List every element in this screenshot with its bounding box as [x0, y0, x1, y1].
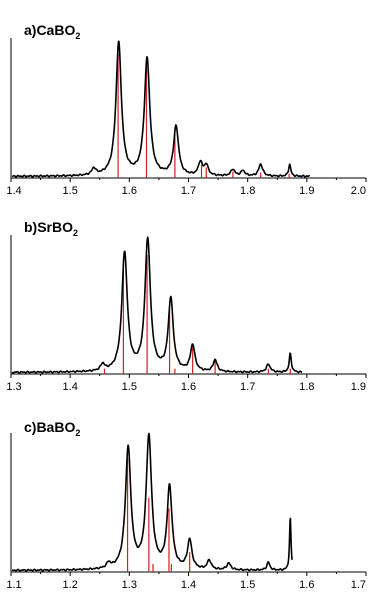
panel-c: c)BaBO2 1.1 1.2 1.3 1.4 1.5 1.6 1.7: [6, 419, 367, 591]
x-tick-label-a: 2.0: [351, 185, 366, 197]
x-tick-label-a: 1.4: [6, 185, 21, 197]
x-tick-label-c: 1.7: [351, 579, 366, 591]
x-tick-label-b: 1.4: [63, 381, 78, 393]
plot-area-c: 1.1 1.2 1.3 1.4 1.5 1.6 1.7: [6, 432, 367, 591]
x-tick-label-b: 1.7: [240, 381, 255, 393]
panel-a-title: a)CaBO2: [24, 22, 80, 41]
x-tick-label-c: 1.5: [240, 579, 255, 591]
x-tick-label-a: 1.8: [240, 185, 255, 197]
plot-area-b: 1.3 1.4 1.5 1.6 1.7 1.8 1.9: [6, 235, 367, 393]
spectrum-line-c: [11, 432, 293, 572]
x-tick-label-c: 1.2: [63, 579, 78, 591]
panel-b-title: b)SrBO2: [24, 219, 78, 238]
x-tick-label-b: 1.9: [351, 381, 366, 393]
x-tick-label-b: 1.3: [6, 381, 21, 393]
x-tick-label-b: 1.6: [181, 381, 196, 393]
panel-b: b)SrBO2 1.3 1.4 1.5 1.6 1.7 1.8 1.9: [6, 219, 367, 393]
x-tick-label-b: 1.5: [122, 381, 137, 393]
x-tick-label-a: 1.9: [299, 185, 314, 197]
spectrum-line-a: [11, 40, 311, 178]
plot-area-a: 1.4 1.5 1.6 1.7 1.8 1.9 2.0: [6, 38, 367, 197]
x-tick-label-c: 1.1: [6, 579, 21, 591]
x-tick-label-a: 1.5: [63, 185, 78, 197]
x-tick-label-c: 1.6: [299, 579, 314, 591]
panel-c-title: c)BaBO2: [24, 419, 80, 438]
x-tick-label-a: 1.6: [122, 185, 137, 197]
x-tick-label-a: 1.7: [181, 185, 196, 197]
x-tick-label-c: 1.4: [181, 579, 196, 591]
x-tick-label-c: 1.3: [122, 579, 137, 591]
spectrum-line-b: [11, 236, 303, 374]
x-tick-label-b: 1.8: [299, 381, 314, 393]
panel-a: a)CaBO2 1.4 1.5 1.6 1.7 1.8 1.9 2.0: [6, 22, 367, 197]
